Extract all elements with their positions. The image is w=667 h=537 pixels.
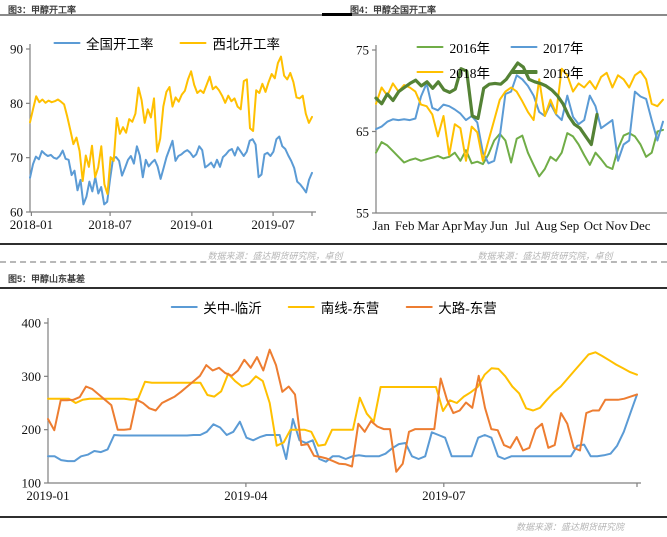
legend-marker: [416, 45, 444, 49]
legend-item-关中-临沂: 关中-临沂: [170, 297, 262, 317]
bottom-divider: [0, 516, 667, 518]
legend-label: 2019年: [543, 66, 584, 81]
legend-item-2018年: 2018年: [416, 62, 491, 82]
figure4-panel: 55 65 75 Jan Feb Mar Apr May Jun Jul Aug Sep Oct Nov D…: [333, 16, 667, 247]
svg-text:75: 75: [356, 43, 369, 58]
figure4-chart: 55 65 75 Jan Feb Mar Apr May Jun Jul Aug Sep Oct Nov D…: [356, 43, 667, 233]
svg-text:2019-07: 2019-07: [422, 488, 466, 503]
legend-item-南线-东营: 南线-东营: [287, 297, 380, 317]
svg-text:Apr: Apr: [442, 218, 463, 233]
figure5-chart: 100 200 300 400 2019-01 2019-04 2019-07: [22, 316, 641, 503]
legend-marker: [179, 41, 207, 45]
figure3-source: 数据来源：盛达期货研究院，卓创: [207, 251, 343, 261]
legend-label: 西北开工率: [212, 37, 281, 52]
svg-text:Jul: Jul: [515, 218, 531, 233]
svg-text:55: 55: [356, 206, 369, 221]
legend-marker: [287, 305, 315, 309]
svg-text:300: 300: [22, 369, 42, 384]
legend-label: 大路-东营: [438, 301, 497, 316]
svg-text:Oct: Oct: [584, 218, 603, 233]
svg-text:65: 65: [356, 124, 369, 139]
svg-text:400: 400: [22, 316, 42, 331]
figure5-divider: [0, 287, 667, 289]
svg-text:Jun: Jun: [490, 218, 509, 233]
legend-label: 全国开工率: [86, 37, 154, 52]
figure5-source: 数据来源：盛达期货研究院: [515, 522, 624, 532]
svg-text:Jan: Jan: [372, 218, 390, 233]
legend-item-全国开工率: 全国开工率: [53, 33, 154, 53]
svg-text:60: 60: [10, 205, 23, 220]
legend-marker: [53, 41, 80, 45]
svg-text:70: 70: [10, 150, 23, 165]
svg-text:Aug: Aug: [535, 218, 558, 233]
section-divider: [0, 243, 667, 245]
legend-marker: [170, 305, 198, 309]
figure3-chart: 60 70 80 90 2018-01 2018-07 2019-01 2019-07: [10, 42, 316, 232]
legend-label: 关中-临沂: [203, 301, 262, 316]
figure4-title: 图4：甲醇全国开工率: [350, 5, 437, 15]
legend-marker: [510, 45, 537, 49]
figure5-panel: 100 200 300 400 2019-01 2019-04 2019-07 关中-临沂 南…: [0, 288, 667, 515]
figure5-legend: 关中-临沂 南线-东营 大路-东营: [170, 297, 497, 317]
figure3-title: 图3：甲醇开工率: [8, 5, 77, 15]
svg-text:100: 100: [22, 476, 42, 491]
legend-label: 2016年: [449, 41, 491, 56]
legend-item-西北开工率: 西北开工率: [179, 33, 281, 53]
legend-item-2016年: 2016年: [416, 37, 491, 57]
header-divider-accent: [322, 12, 352, 16]
svg-text:Nov: Nov: [605, 218, 628, 233]
dashed-divider: [0, 261, 667, 263]
svg-text:2019-07: 2019-07: [251, 217, 295, 232]
legend-label: 2017年: [543, 41, 584, 56]
svg-text:90: 90: [10, 42, 23, 57]
svg-text:Mar: Mar: [417, 218, 439, 233]
legend-marker: [510, 70, 537, 74]
svg-text:Dec: Dec: [630, 218, 651, 233]
svg-text:May: May: [463, 218, 487, 233]
svg-text:Sep: Sep: [560, 218, 580, 233]
figure3-legend: 全国开工率 西北开工率: [53, 33, 280, 53]
legend-marker: [416, 70, 444, 74]
svg-text:2019-01: 2019-01: [170, 217, 213, 232]
legend-label: 南线-东营: [320, 301, 380, 316]
svg-text:Feb: Feb: [395, 218, 415, 233]
legend-item-大路-东营: 大路-东营: [405, 297, 497, 317]
legend-item-2017年: 2017年: [510, 37, 584, 57]
figure4-legend: 2016年 2017年 2018年 2019年: [416, 37, 584, 82]
svg-text:2018-07: 2018-07: [88, 217, 132, 232]
figure4-source: 数据来源：盛达期货研究院，卓创: [477, 251, 613, 261]
svg-text:200: 200: [22, 422, 42, 437]
legend-item-2019年: 2019年: [510, 62, 584, 82]
figure5-title: 图5：甲醇山东基差: [8, 274, 86, 284]
svg-text:80: 80: [10, 96, 23, 111]
svg-text:2019-01: 2019-01: [26, 488, 69, 503]
legend-label: 2018年: [449, 66, 491, 81]
svg-text:2019-04: 2019-04: [224, 488, 268, 503]
svg-text:2018-01: 2018-01: [10, 217, 53, 232]
legend-marker: [405, 305, 433, 309]
figure3-panel: 60 70 80 90 2018-01 2018-07 2019-01 2019-07 全国开…: [0, 16, 333, 247]
